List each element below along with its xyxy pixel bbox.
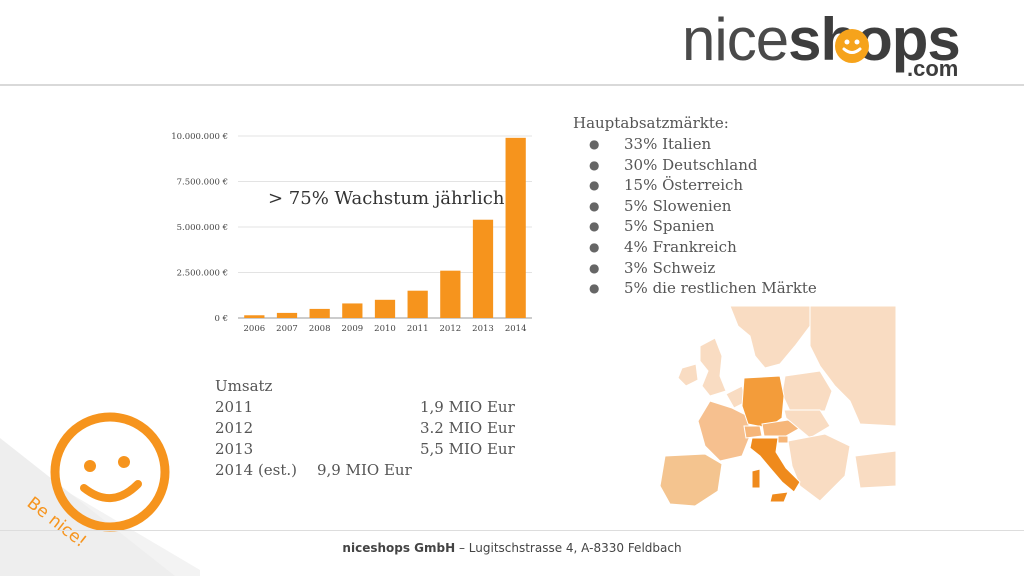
footer-address-text: – Lugitschstrasse 4, A-8330 Feldbach: [455, 541, 682, 555]
map-region-slovenia: [777, 435, 789, 444]
map-region-east: [809, 306, 896, 427]
map-region-germany: [741, 375, 785, 429]
chart-bar: [505, 137, 526, 318]
footer-divider: [0, 530, 1024, 531]
market-label: 5% die restlichen Märkte: [624, 279, 817, 298]
logo-com-text: .com: [907, 56, 959, 81]
bullet-icon: ●: [589, 281, 600, 296]
map-region-ireland: [677, 363, 699, 387]
revenue-title: Umsatz: [215, 377, 273, 395]
x-tick-label: 2014: [505, 324, 527, 334]
market-label: 15% Österreich: [624, 176, 744, 195]
map-region-uk: [699, 337, 727, 397]
x-tick-label: 2009: [342, 324, 364, 334]
map-region-switzerland: [743, 425, 763, 439]
markets-title: Hauptabsatzmärkte:: [573, 114, 729, 132]
be-nice-badge: Be nice!: [0, 400, 200, 576]
be-nice-badge-svg: Be nice!: [0, 412, 200, 576]
map-region-austria: [761, 419, 801, 437]
revenue-row: 2014 (est.) 9,9 MIO Eur: [215, 460, 535, 481]
x-tick-label: 2007: [276, 324, 298, 334]
market-label: 5% Slowenien: [624, 196, 732, 215]
revenue-value: 1,9 MIO Eur: [420, 398, 515, 416]
revenue-chart: 0 € 2.500.000 € 5.000.000 € 7.500.000 € 10.0…: [160, 120, 540, 340]
x-tick-label: 2010: [374, 324, 396, 334]
y-tick-label: 2.500.000 €: [177, 269, 228, 279]
market-item: ● 33% Italien: [573, 134, 817, 155]
market-item: ● 4% Frankreich: [573, 237, 817, 258]
map-region-italy: [749, 437, 801, 493]
bullet-icon: ●: [589, 239, 600, 254]
revenue-year: 2014 (est.): [215, 461, 298, 479]
revenue-row: 2011 1,9 MIO Eur: [215, 397, 535, 418]
revenue-year: 2013: [215, 440, 254, 458]
chart-bar: [440, 270, 461, 318]
market-item: ● 3% Schweiz: [573, 258, 817, 279]
europe-market-map: [660, 306, 896, 508]
market-item: ● 30% Deutschland: [573, 155, 817, 176]
header-divider: [0, 84, 1024, 86]
bullet-icon: ●: [589, 157, 600, 172]
y-tick-label: 7.500.000 €: [177, 178, 228, 188]
logo-nice-text: nice: [682, 6, 789, 73]
footer-address: niceshops GmbH – Lugitschstrasse 4, A-83…: [0, 541, 1024, 555]
revenue-row: 2013 5,5 MIO Eur: [215, 439, 535, 460]
market-item: ● 15% Österreich: [573, 175, 817, 196]
x-tick-label: 2011: [407, 324, 429, 334]
market-label: 33% Italien: [624, 135, 712, 153]
y-tick-label: 0 €: [214, 314, 228, 324]
smiley-icon: [835, 29, 869, 63]
bullet-icon: ●: [589, 260, 600, 275]
footer-company: niceshops GmbH: [342, 541, 456, 555]
map-region-scandinavia: [729, 306, 811, 369]
markets-list: Hauptabsatzmärkte: ● 33% Italien ● 30% Deu…: [573, 112, 817, 299]
logo-shops-text: shops: [788, 6, 961, 73]
market-item: ● 5% Spanien: [573, 216, 817, 237]
market-label: 3% Schweiz: [624, 258, 716, 277]
market-item: ● 5% die restlichen Märkte: [573, 278, 817, 299]
europe-map-svg: [660, 306, 896, 507]
bullet-icon: ●: [589, 137, 600, 151]
chart-bar: [342, 303, 363, 318]
revenue-chart-svg: 0 € 2.500.000 € 5.000.000 € 7.500.000 € 10.0…: [171, 132, 532, 334]
chart-bar: [244, 315, 265, 318]
revenue-row: 2012 3.2 MIO Eur: [215, 418, 535, 439]
chart-bar: [276, 312, 298, 318]
revenue-year: 2012: [215, 419, 254, 437]
x-tick-label: 2012: [440, 324, 462, 334]
revenue-table: Umsatz 2011 1,9 MIO Eur 2012 3.2 MIO Eur…: [215, 376, 535, 481]
revenue-year: 2011: [215, 398, 254, 416]
y-tick-label: 10.000.000 €: [171, 132, 228, 142]
revenue-title-row: Umsatz: [215, 376, 535, 397]
market-label: 5% Spanien: [624, 217, 715, 236]
market-label: 30% Deutschland: [624, 155, 758, 174]
map-region-poland: [781, 370, 833, 412]
map-region-iberia: [660, 453, 723, 507]
chart-bar: [407, 290, 428, 318]
bullet-icon: ●: [589, 178, 600, 193]
map-region-france: [697, 400, 751, 462]
growth-annotation: > 75% Wachstum jährlich: [268, 188, 505, 209]
map-region-sardinia: [751, 468, 761, 489]
map-region-sicily: [769, 491, 789, 503]
bullet-icon: ●: [589, 198, 600, 213]
revenue-value: 5,5 MIO Eur: [420, 440, 515, 458]
bullet-icon: ●: [589, 219, 600, 234]
map-region-turkey: [854, 450, 896, 489]
chart-bar: [472, 219, 494, 318]
revenue-value: 9,9 MIO Eur: [317, 461, 412, 479]
chart-bar: [309, 308, 330, 318]
smiley-icon: [50, 412, 170, 532]
revenue-value: 3.2 MIO Eur: [420, 419, 515, 437]
x-tick-label: 2006: [244, 324, 266, 334]
logo-wordmark: niceshops: [682, 10, 961, 70]
chart-bar: [374, 299, 396, 318]
x-tick-label: 2008: [309, 324, 331, 334]
map-region-balkans: [787, 433, 851, 502]
market-item: ● 5% Slowenien: [573, 196, 817, 217]
x-tick-label: 2013: [472, 324, 494, 334]
market-label: 4% Frankreich: [624, 237, 737, 256]
niceshops-logo[interactable]: niceshops .com: [682, 10, 972, 82]
y-tick-label: 5.000.000 €: [177, 223, 228, 233]
